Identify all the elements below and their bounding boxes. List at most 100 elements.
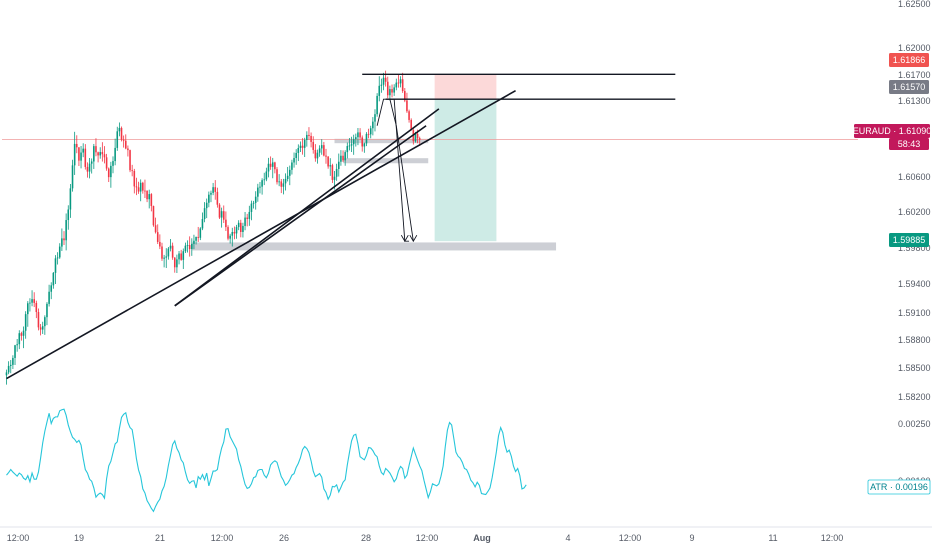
trendline[interactable]: [174, 125, 427, 307]
candle-body: [348, 145, 351, 147]
candle-body: [35, 302, 38, 313]
candle-body: [225, 219, 227, 228]
trendline[interactable]: [6, 90, 516, 380]
price-tick-label: 1.58800: [898, 335, 931, 345]
price-tag-entry-text: 1.61570: [893, 82, 926, 92]
candle-body: [301, 145, 304, 148]
candle-body: [257, 187, 259, 197]
price-tick-label: 1.58200: [898, 392, 931, 402]
candle-body: [214, 187, 217, 192]
candle-body: [267, 163, 270, 172]
candle-body: [372, 121, 374, 129]
candle-body: [389, 89, 391, 96]
candle-body: [22, 330, 25, 336]
candle-body: [237, 222, 240, 228]
candle-body: [231, 231, 234, 236]
position-tool[interactable]: [434, 74, 497, 242]
candle-body: [293, 158, 295, 163]
candle-body: [199, 228, 202, 238]
candle-body: [414, 133, 417, 142]
candle-body: [316, 152, 319, 159]
price-tick-label: 1.60600: [898, 172, 931, 182]
candle-body: [20, 333, 23, 336]
candle-body: [380, 84, 383, 86]
candle-body: [244, 217, 246, 226]
projection-path: [376, 98, 418, 243]
price-tick-label: 1.61700: [898, 70, 931, 80]
candle-body: [135, 186, 138, 188]
candle-body: [52, 272, 55, 286]
candle-body: [361, 137, 364, 147]
candle-body: [205, 202, 208, 209]
candle-body: [382, 77, 385, 85]
candle-body: [282, 183, 285, 187]
candle-body: [306, 134, 308, 140]
candle-body: [384, 77, 387, 82]
price-tag-tp: [889, 233, 929, 247]
candle-body: [246, 217, 248, 219]
candle-body: [129, 150, 131, 171]
candle-body: [163, 257, 165, 259]
time-tick-label: 12:00: [7, 533, 30, 543]
candle-body: [254, 196, 257, 203]
candle-body: [93, 146, 95, 162]
take-profit-zone[interactable]: [434, 99, 497, 242]
candle-body: [235, 227, 238, 234]
candle-body: [127, 148, 129, 151]
candle-body: [314, 149, 317, 159]
candle-body: [131, 170, 133, 172]
price-tag-countdown-text: 58:43: [898, 139, 921, 149]
candle-body: [216, 191, 219, 205]
stop-loss-zone[interactable]: [434, 74, 497, 100]
candle-body: [367, 133, 370, 135]
resistance-zone[interactable]: [334, 138, 429, 144]
candle-body: [116, 131, 119, 148]
candle-body: [208, 194, 210, 203]
candle-body: [95, 146, 97, 153]
candle-body: [50, 285, 53, 292]
candle-body: [48, 291, 50, 304]
candle-body: [114, 147, 116, 162]
projection-arrowhead: [409, 234, 418, 243]
candle-body: [410, 119, 412, 130]
price-tick-label: 1.59400: [898, 279, 931, 289]
candle-body: [363, 143, 366, 147]
candle-body: [227, 227, 229, 239]
candle-body: [333, 176, 336, 180]
candle-body: [337, 161, 340, 169]
candle-body: [182, 251, 185, 260]
candle-body: [84, 148, 87, 167]
trendlines[interactable]: [6, 90, 516, 380]
atr-indicator: [6, 408, 527, 513]
candle-body: [146, 190, 148, 200]
candle-body: [73, 143, 76, 166]
candle-body: [186, 245, 189, 246]
candle-body: [335, 168, 338, 177]
candle-body: [284, 178, 287, 184]
candle-body: [312, 141, 315, 150]
candle-body: [54, 258, 57, 273]
candle-body: [58, 246, 61, 258]
candle-body: [65, 220, 67, 241]
candle-body: [308, 134, 310, 136]
price-tick-label: 1.58500: [898, 363, 931, 373]
horizontal-levels[interactable]: [362, 73, 676, 100]
trendline[interactable]: [174, 108, 440, 307]
atr-tag-text: ATR · 0.00196: [870, 482, 928, 492]
time-tick-label: Aug: [473, 533, 491, 543]
time-axis[interactable]: 12:00 19 21 12:00 26 28 12:00 Aug 4 12:00 9 11 12:00: [0, 526, 932, 543]
target-zone-zone[interactable]: [191, 242, 557, 251]
projection-zigzag-alt: [389, 99, 414, 242]
candle-body: [105, 157, 108, 169]
candle-body: [318, 148, 321, 153]
candle-body: [269, 163, 272, 167]
candle-body: [242, 225, 244, 232]
candle-body: [233, 231, 236, 234]
support-zone[interactable]: [343, 158, 429, 164]
candle-body: [331, 165, 334, 180]
candle-body: [365, 133, 368, 144]
candle-body: [340, 155, 342, 162]
time-tick-label: 12:00: [211, 533, 234, 543]
candle-body: [188, 245, 191, 250]
